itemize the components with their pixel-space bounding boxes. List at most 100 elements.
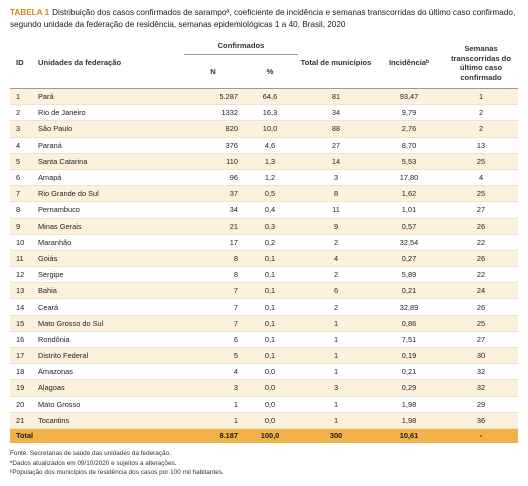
cell-semanas: 26 [444, 250, 518, 268]
cell-n: 1 [184, 396, 242, 413]
table-row: 15 Mato Grosso do Sul 7 0,1 1 0,86 25 [10, 315, 518, 332]
cell-uf: Santa Catarina [34, 153, 184, 170]
table-row: 19 Alagoas 3 0,0 3 0,29 32 [10, 379, 518, 397]
cell-incidencia: 5,89 [374, 266, 444, 284]
cell-uf: Pernambuco [34, 201, 184, 219]
cell-semanas: 32 [444, 379, 518, 397]
cell-uf: Amazonas [34, 363, 184, 381]
cell-incidencia: 0,21 [374, 282, 444, 300]
cell-municipios: 1 [298, 315, 374, 332]
cell-semanas: 22 [444, 266, 518, 284]
cell-semanas: 2 [444, 120, 518, 138]
cell-id: 6 [10, 169, 34, 187]
cell-uf: Maranhão [34, 234, 184, 251]
cell-semanas: 36 [444, 412, 518, 429]
cell-municipios: 1 [298, 331, 374, 349]
cell-id: 17 [10, 347, 34, 365]
cell-incidencia: 0,57 [374, 218, 444, 235]
cell-pct: 0,1 [242, 282, 298, 300]
cell-incidencia: 0,27 [374, 250, 444, 268]
table-row: 13 Bahia 7 0,1 6 0,21 24 [10, 282, 518, 300]
note-b: ᵇPopulação dos municípios de residência … [10, 469, 224, 477]
total-n: 8.187 [184, 428, 242, 443]
cell-pct: 0,3 [242, 218, 298, 235]
note-source: Fonte: Secretarias de saúde das unidades… [10, 449, 171, 457]
cell-semanas: 26 [444, 218, 518, 235]
cell-municipios: 14 [298, 153, 374, 170]
cell-uf: Goiás [34, 250, 184, 268]
cell-n: 34 [184, 201, 242, 219]
cell-semanas: 27 [444, 331, 518, 349]
cell-semanas: 26 [444, 298, 518, 316]
cell-incidencia: 5,53 [374, 153, 444, 170]
cell-semanas: 25 [444, 185, 518, 203]
cell-pct: 4,6 [242, 137, 298, 154]
cell-n: 1332 [184, 104, 242, 122]
cell-semanas: 2 [444, 104, 518, 122]
cell-pct: 0,0 [242, 379, 298, 397]
cell-pct: 0,0 [242, 412, 298, 429]
cell-n: 1 [184, 412, 242, 429]
cell-uf: Rondônia [34, 331, 184, 349]
cell-pct: 0,2 [242, 234, 298, 251]
table-row: 16 Rondônia 6 0,1 1 7,51 27 [10, 331, 518, 349]
cell-incidencia: 7,51 [374, 331, 444, 349]
cell-uf: Rio Grande do Sul [34, 185, 184, 203]
table-row: 17 Distrito Federal 5 0,1 1 0,19 30 [10, 347, 518, 365]
total-label: Total [10, 428, 184, 443]
table-row: 18 Amazonas 4 0,0 1 0,21 32 [10, 363, 518, 381]
cell-pct: 10,0 [242, 120, 298, 138]
table-row: 7 Rio Grande do Sul 37 0,5 8 1,62 25 [10, 185, 518, 203]
cell-semanas: 25 [444, 153, 518, 170]
cell-id: 16 [10, 331, 34, 349]
cell-n: 7 [184, 282, 242, 300]
cell-id: 13 [10, 282, 34, 300]
cell-id: 15 [10, 315, 34, 332]
cell-pct: 0,5 [242, 185, 298, 203]
cell-municipios: 27 [298, 137, 374, 154]
table-row: 2 Rio de Janeiro 1332 16,3 34 9,79 2 [10, 104, 518, 122]
table-row: 20 Mato Grosso 1 0,0 1 1,98 29 [10, 396, 518, 413]
cell-incidencia: 1,98 [374, 396, 444, 413]
cell-municipios: 2 [298, 266, 374, 284]
cell-uf: Alagoas [34, 379, 184, 397]
cell-uf: Amapá [34, 169, 184, 187]
table-row: 9 Minas Gerais 21 0,3 9 0,57 26 [10, 218, 518, 235]
cell-municipios: 2 [298, 234, 374, 251]
table-row: 12 Sergipe 8 0,1 2 5,89 22 [10, 266, 518, 284]
cell-n: 3 [184, 379, 242, 397]
cell-semanas: 29 [444, 396, 518, 413]
cell-pct: 0,0 [242, 363, 298, 381]
cell-municipios: 3 [298, 379, 374, 397]
header-semanas: Semanas transcorridas do último caso con… [444, 38, 518, 89]
header-pct: % [242, 53, 298, 90]
caption-line-1: Distribuição dos casos confirmados de sa… [52, 8, 516, 17]
cell-id: 18 [10, 363, 34, 381]
cell-pct: 0,1 [242, 347, 298, 365]
cell-uf: São Paulo [34, 120, 184, 138]
cell-uf: Bahia [34, 282, 184, 300]
cell-id: 12 [10, 266, 34, 284]
cell-uf: Distrito Federal [34, 347, 184, 365]
cell-incidencia: 9,79 [374, 104, 444, 122]
cell-semanas: 22 [444, 234, 518, 251]
cell-n: 820 [184, 120, 242, 138]
cell-n: 4 [184, 363, 242, 381]
table-row: 21 Tocantins 1 0,0 1 1,98 36 [10, 412, 518, 429]
total-row: Total 8.187 100,0 300 10,61 - [10, 428, 518, 443]
cell-n: 110 [184, 153, 242, 170]
table-notes: Fonte: Secretarias de saúde das unidades… [10, 449, 518, 478]
cell-municipios: 11 [298, 201, 374, 219]
cell-n: 17 [184, 234, 242, 251]
table-caption: TABELA 1 Distribuição dos casos confirmad… [10, 7, 518, 30]
cell-n: 5 [184, 347, 242, 365]
cell-semanas: 4 [444, 169, 518, 187]
cell-pct: 0,4 [242, 201, 298, 219]
cell-id: 4 [10, 137, 34, 154]
cell-incidencia: 0,21 [374, 363, 444, 381]
data-table: ID Unidades da federação Confirmados Tot… [10, 38, 518, 443]
cell-municipios: 1 [298, 412, 374, 429]
cell-municipios: 88 [298, 120, 374, 138]
table-row: 10 Maranhão 17 0,2 2 32,54 22 [10, 234, 518, 251]
